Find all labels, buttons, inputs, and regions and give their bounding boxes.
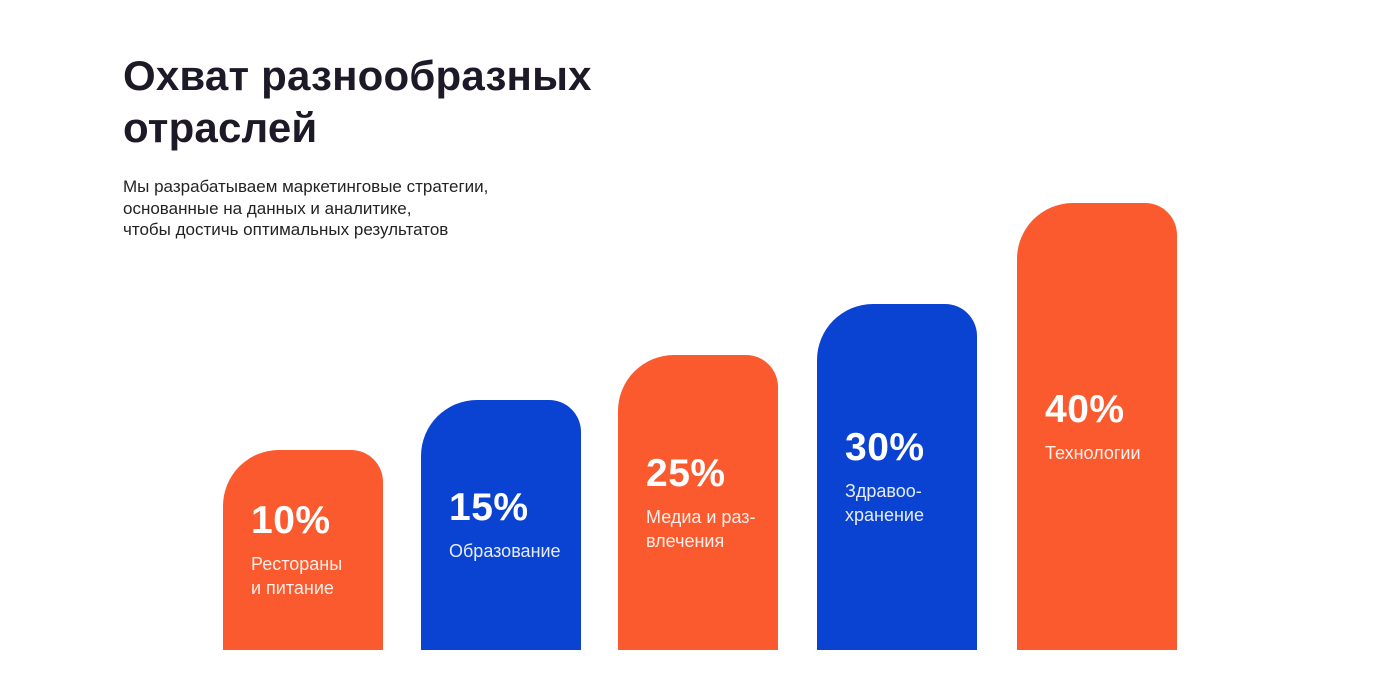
bar-value-label: 15% [449,486,529,530]
bar-category-label: Образование [449,541,561,562]
bar-value-label: 40% [1045,387,1125,431]
bar-education: 15% Образование [421,400,581,650]
page-title: Охват разнообразных отраслей [123,52,592,152]
bar-category-label: Рестораны и питание [251,554,343,598]
bar-technology: 40% Технологии [1017,203,1177,650]
bar-value-label: 10% [251,499,331,543]
bar-category-label: Здравоо- хранение [845,481,924,525]
header: Охват разнообразных отраслей Мы разрабат… [123,50,763,240]
bar-restaurants-food: 10% Рестораны и питание [223,450,383,650]
page-subtitle: Мы разрабатываем маркетинговые стратегии… [123,177,489,239]
bar-value-label: 30% [845,426,925,470]
bar-category-label: Медиа и раз- влечения [646,506,756,551]
bar-media-entertainment: 25% Медиа и раз- влечения [618,355,778,650]
bar-healthcare: 30% Здравоо- хранение [817,304,977,650]
bar-category-label: Технологии [1045,442,1141,463]
bar-value-label: 25% [646,451,726,495]
